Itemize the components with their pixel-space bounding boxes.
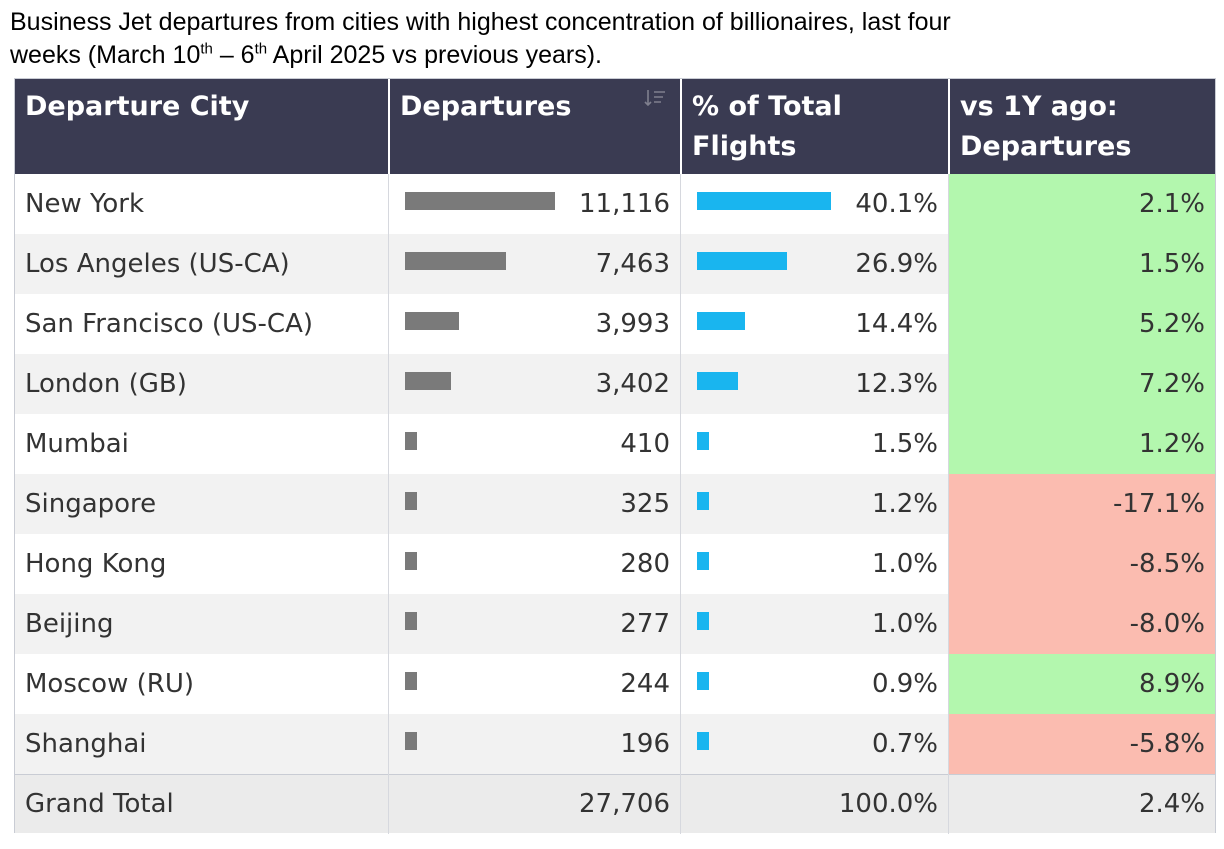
departures-bar: [405, 492, 417, 510]
header-departure-city[interactable]: Departure City: [15, 79, 388, 174]
share-bar: [697, 732, 709, 750]
share-bar: [697, 492, 709, 510]
table-row[interactable]: Los Angeles (US-CA) 7,463 26.9% 1.5%: [15, 234, 1215, 294]
table-row[interactable]: San Francisco (US-CA) 3,993 14.4% 5.2%: [15, 294, 1215, 354]
share-value: 1.0%: [871, 549, 938, 579]
data-table: Departure City Departures % of Total Fli…: [14, 78, 1216, 834]
share-bar: [697, 252, 787, 270]
share-value: 26.9%: [855, 249, 938, 279]
departures-bar: [405, 552, 417, 570]
grand-total-yoy: 2.4%: [1138, 789, 1205, 819]
share-bar: [697, 192, 831, 210]
header-yoy[interactable]: vs 1Y ago: Departures: [948, 79, 1215, 174]
share-value: 0.9%: [871, 669, 938, 699]
header-yoy-line-1: vs 1Y ago:: [960, 91, 1118, 122]
title-superscript-1: th: [200, 40, 213, 58]
table-row[interactable]: Shanghai 196 0.7% -5.8%: [15, 714, 1215, 774]
city-cell: London (GB): [25, 369, 187, 399]
table-row[interactable]: Beijing 277 1.0% -8.0%: [15, 594, 1215, 654]
table-row[interactable]: Mumbai 410 1.5% 1.2%: [15, 414, 1215, 474]
chart-title: Business Jet departures from cities with…: [10, 6, 1190, 72]
departures-value: 410: [620, 429, 670, 459]
departures-value: 196: [620, 729, 670, 759]
title-line-1: Business Jet departures from cities with…: [10, 8, 951, 36]
share-value: 1.0%: [871, 609, 938, 639]
column-divider: [680, 174, 681, 834]
share-bar: [697, 612, 709, 630]
yoy-value: -17.1%: [948, 474, 1215, 534]
yoy-value: 1.2%: [948, 414, 1215, 474]
header-departures[interactable]: Departures: [388, 79, 680, 174]
share-value: 14.4%: [855, 309, 938, 339]
grand-total-row: Grand Total 27,706 100.0% 2.4%: [15, 774, 1215, 833]
departures-value: 3,993: [595, 309, 670, 339]
yoy-value: 1.5%: [948, 234, 1215, 294]
city-cell: San Francisco (US-CA): [25, 309, 314, 339]
table-row[interactable]: Hong Kong 280 1.0% -8.5%: [15, 534, 1215, 594]
header-departure-city-label: Departure City: [25, 91, 250, 122]
share-value: 1.2%: [871, 489, 938, 519]
city-cell: Hong Kong: [25, 549, 167, 579]
city-cell: New York: [25, 189, 145, 219]
yoy-value: -8.5%: [948, 534, 1215, 594]
departures-bar: [405, 432, 417, 450]
departures-bar: [405, 192, 555, 210]
yoy-value: -5.8%: [948, 714, 1215, 774]
table-row[interactable]: New York 11,116 40.1% 2.1%: [15, 174, 1215, 234]
share-bar: [697, 672, 709, 690]
share-bar: [697, 312, 746, 330]
table-row[interactable]: Moscow (RU) 244 0.9% 8.9%: [15, 654, 1215, 714]
table-header: Departure City Departures % of Total Fli…: [15, 79, 1215, 174]
yoy-value: 8.9%: [948, 654, 1215, 714]
share-bar: [697, 432, 709, 450]
title-part-c: April 2025 vs previous years).: [267, 41, 602, 69]
sort-icon[interactable]: [644, 89, 666, 107]
departures-value: 280: [620, 549, 670, 579]
title-part-a: weeks (March 10: [10, 41, 201, 69]
title-line-2: weeks (March 10th – 6th April 2025 vs pr…: [10, 39, 1190, 72]
departures-value: 325: [620, 489, 670, 519]
table-row[interactable]: Singapore 325 1.2% -17.1%: [15, 474, 1215, 534]
header-share[interactable]: % of Total Flights: [680, 79, 948, 174]
city-cell: Singapore: [25, 489, 157, 519]
city-cell: Moscow (RU): [25, 669, 194, 699]
column-divider: [948, 174, 949, 834]
share-value: 1.5%: [871, 429, 938, 459]
departures-value: 244: [620, 669, 670, 699]
table-row[interactable]: London (GB) 3,402 12.3% 7.2%: [15, 354, 1215, 414]
header-departures-label: Departures: [400, 91, 572, 122]
title-part-b: – 6: [212, 41, 255, 69]
share-value: 0.7%: [871, 729, 938, 759]
departures-bar: [405, 612, 417, 630]
yoy-value: -8.0%: [948, 594, 1215, 654]
city-cell: Mumbai: [25, 429, 129, 459]
share-value: 12.3%: [855, 369, 938, 399]
share-bar: [697, 552, 709, 570]
share-value: 40.1%: [855, 189, 938, 219]
grand-total-departures: 27,706: [579, 789, 670, 819]
title-superscript-2: th: [254, 40, 268, 58]
header-share-line-1: % of Total: [692, 91, 842, 122]
departures-bar: [405, 672, 417, 690]
yoy-value: 2.1%: [948, 174, 1215, 234]
yoy-value: 5.2%: [948, 294, 1215, 354]
departures-bar: [405, 252, 506, 270]
departures-value: 277: [620, 609, 670, 639]
column-divider: [388, 174, 389, 834]
departures-value: 3,402: [595, 369, 670, 399]
departures-bar: [405, 312, 459, 330]
header-share-line-2: Flights: [692, 131, 797, 162]
yoy-value: 7.2%: [948, 354, 1215, 414]
header-yoy-line-2: Departures: [960, 131, 1132, 162]
city-cell: Beijing: [25, 609, 114, 639]
city-cell: Los Angeles (US-CA): [25, 249, 290, 279]
departures-bar: [405, 372, 451, 390]
departures-value: 11,116: [579, 189, 670, 219]
city-cell: Shanghai: [25, 729, 147, 759]
departures-bar: [405, 732, 417, 750]
grand-total-label: Grand Total: [25, 789, 174, 819]
departures-value: 7,463: [595, 249, 670, 279]
share-bar: [697, 372, 739, 390]
grand-total-share: 100.0%: [838, 789, 938, 819]
